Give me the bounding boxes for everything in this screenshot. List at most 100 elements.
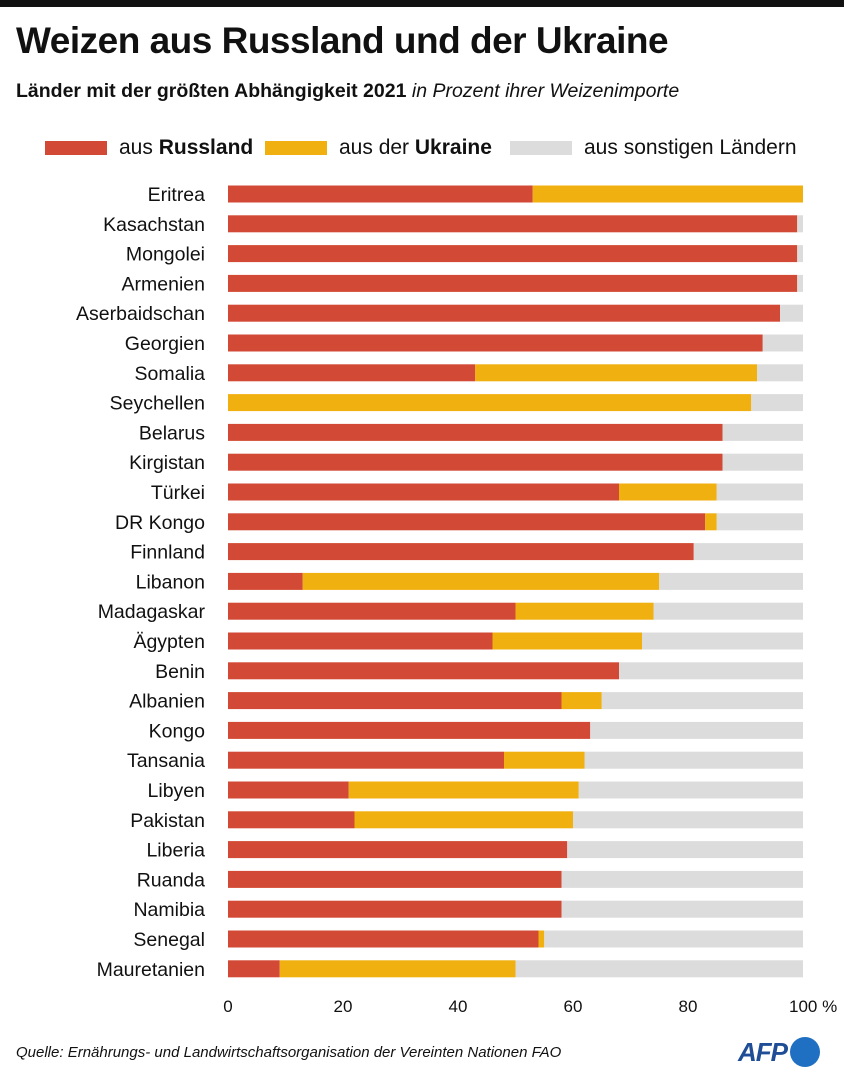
category-label-armenien: Armenien [122,273,205,295]
bar-senegal-sonstige [544,930,803,948]
bar-ruanda-sonstige [561,870,803,888]
bar-finnland-sonstige [693,543,803,561]
bar-pakistan-ukraine [354,811,573,829]
chart-subtitle: Länder mit der größten Abhängigkeit 2021… [16,80,679,103]
legend-swatch-ukraine [265,141,327,155]
category-label-madagaskar: Madagaskar [98,601,206,623]
category-label-agypten: Ägypten [133,631,205,653]
category-label-somalia: Somalia [135,363,206,385]
category-label-mongolei: Mongolei [126,244,205,266]
category-label-ruanda: Ruanda [137,869,205,891]
x-tick-label-100: 100 % [789,997,837,1016]
bar-kirgistan-sonstige [722,453,803,471]
legend-label-ukraine: aus der Ukraine [339,136,492,160]
category-label-kirgistan: Kirgistan [129,452,205,474]
x-tick-label-40: 40 [449,997,468,1016]
bar-belarus-sonstige [722,423,803,441]
category-label-eritrea: Eritrea [148,184,206,206]
legend-bold-russland: Russland [158,136,254,159]
bar-turkei-sonstige [716,483,803,501]
subtitle-main: Länder mit der größten Abhängigkeit 2021 [16,80,407,102]
legend-prefix-sonstige: aus sonstigen Ländern [584,136,797,159]
legend-item-russland: aus Russland [45,136,253,160]
bar-albanien-sonstige [601,692,803,710]
category-label-mauretanien: Mauretanien [97,959,205,981]
category-label-albanien: Albanien [129,691,205,713]
source-note: Quelle: Ernährungs- und Landwirtschaftso… [16,1044,562,1061]
bar-dr-kongo-ukraine [705,513,717,531]
bar-namibia-sonstige [561,900,803,918]
bar-tansania-sonstige [584,751,803,769]
legend-bold-ukraine: Ukraine [414,136,492,159]
bar-seychellen-sonstige [751,394,803,412]
bar-finnland-russland [228,543,694,561]
bar-eritrea-russland [228,185,533,203]
afp-logo-dot [790,1037,820,1067]
bar-kongo-russland [228,721,591,739]
bar-georgien-russland [228,334,763,352]
category-label-liberia: Liberia [146,840,205,862]
category-label-libanon: Libanon [136,571,205,593]
chart-title: Weizen aus Russland und der Ukraine [16,20,669,61]
bar-madagaskar-ukraine [515,602,654,620]
category-label-senegal: Senegal [133,929,205,951]
bar-albanien-russland [228,692,562,710]
category-label-seychellen: Seychellen [110,393,205,415]
bar-agypten-russland [228,632,493,650]
bar-mauretanien-ukraine [279,960,516,978]
legend-label-russland: aus Russland [119,136,253,160]
bar-tansania-russland [228,751,504,769]
bar-kongo-sonstige [590,721,803,739]
bar-georgien-sonstige [762,334,803,352]
bar-benin-sonstige [619,662,803,680]
category-label-namibia: Namibia [133,899,205,921]
bar-aserbaidschan-sonstige [780,304,803,322]
afp-logo-text: AFP [738,1036,788,1067]
bar-madagaskar-russland [228,602,516,620]
bar-dr-kongo-sonstige [716,513,803,531]
bar-agypten-sonstige [642,632,803,650]
bar-liberia-russland [228,841,568,859]
legend: aus Russland aus der Ukraine aus sonstig… [0,136,844,164]
bar-mauretanien-sonstige [515,960,803,978]
x-tick-label-60: 60 [564,997,583,1016]
bar-aserbaidschan-russland [228,304,780,322]
bar-armenien-russland [228,274,798,292]
bar-namibia-russland [228,900,562,918]
legend-item-sonstige: aus sonstigen Ländern [510,136,797,160]
bar-libyen-ukraine [348,781,579,799]
bar-tansania-ukraine [504,751,585,769]
bar-liberia-sonstige [567,841,803,859]
bar-seychellen-ukraine [228,394,752,412]
bar-libanon-ukraine [302,572,660,590]
bar-pakistan-sonstige [573,811,803,829]
category-label-aserbaidschan: Aserbaidschan [76,303,205,325]
bar-turkei-russland [228,483,619,501]
bar-albanien-ukraine [561,692,602,710]
bar-kasachstan-sonstige [797,215,803,233]
legend-prefix-ukraine: aus der [339,136,415,159]
category-label-belarus: Belarus [139,422,205,444]
x-tick-label-20: 20 [334,997,353,1016]
category-label-libyen: Libyen [148,780,205,802]
legend-item-ukraine: aus der Ukraine [265,136,492,160]
legend-prefix-russland: aus [119,136,159,159]
bar-kirgistan-russland [228,453,723,471]
bar-senegal-russland [228,930,539,948]
bar-pakistan-russland [228,811,355,829]
bar-turkei-ukraine [619,483,717,501]
category-label-pakistan: Pakistan [130,810,205,832]
category-label-benin: Benin [155,661,205,683]
category-label-tansania: Tansania [127,750,205,772]
bar-kasachstan-russland [228,215,798,233]
category-label-dr-kongo: DR Kongo [115,512,205,534]
subtitle-unit: in Prozent ihrer Weizenimporte [411,80,680,102]
bar-armenien-sonstige [797,274,803,292]
bar-eritrea-ukraine [532,185,803,203]
x-tick-label-80: 80 [679,997,698,1016]
top-rule [0,0,844,7]
bar-mongolei-sonstige [797,245,803,263]
bar-libyen-russland [228,781,349,799]
bar-mauretanien-russland [228,960,280,978]
x-tick-label-0: 0 [223,997,232,1016]
